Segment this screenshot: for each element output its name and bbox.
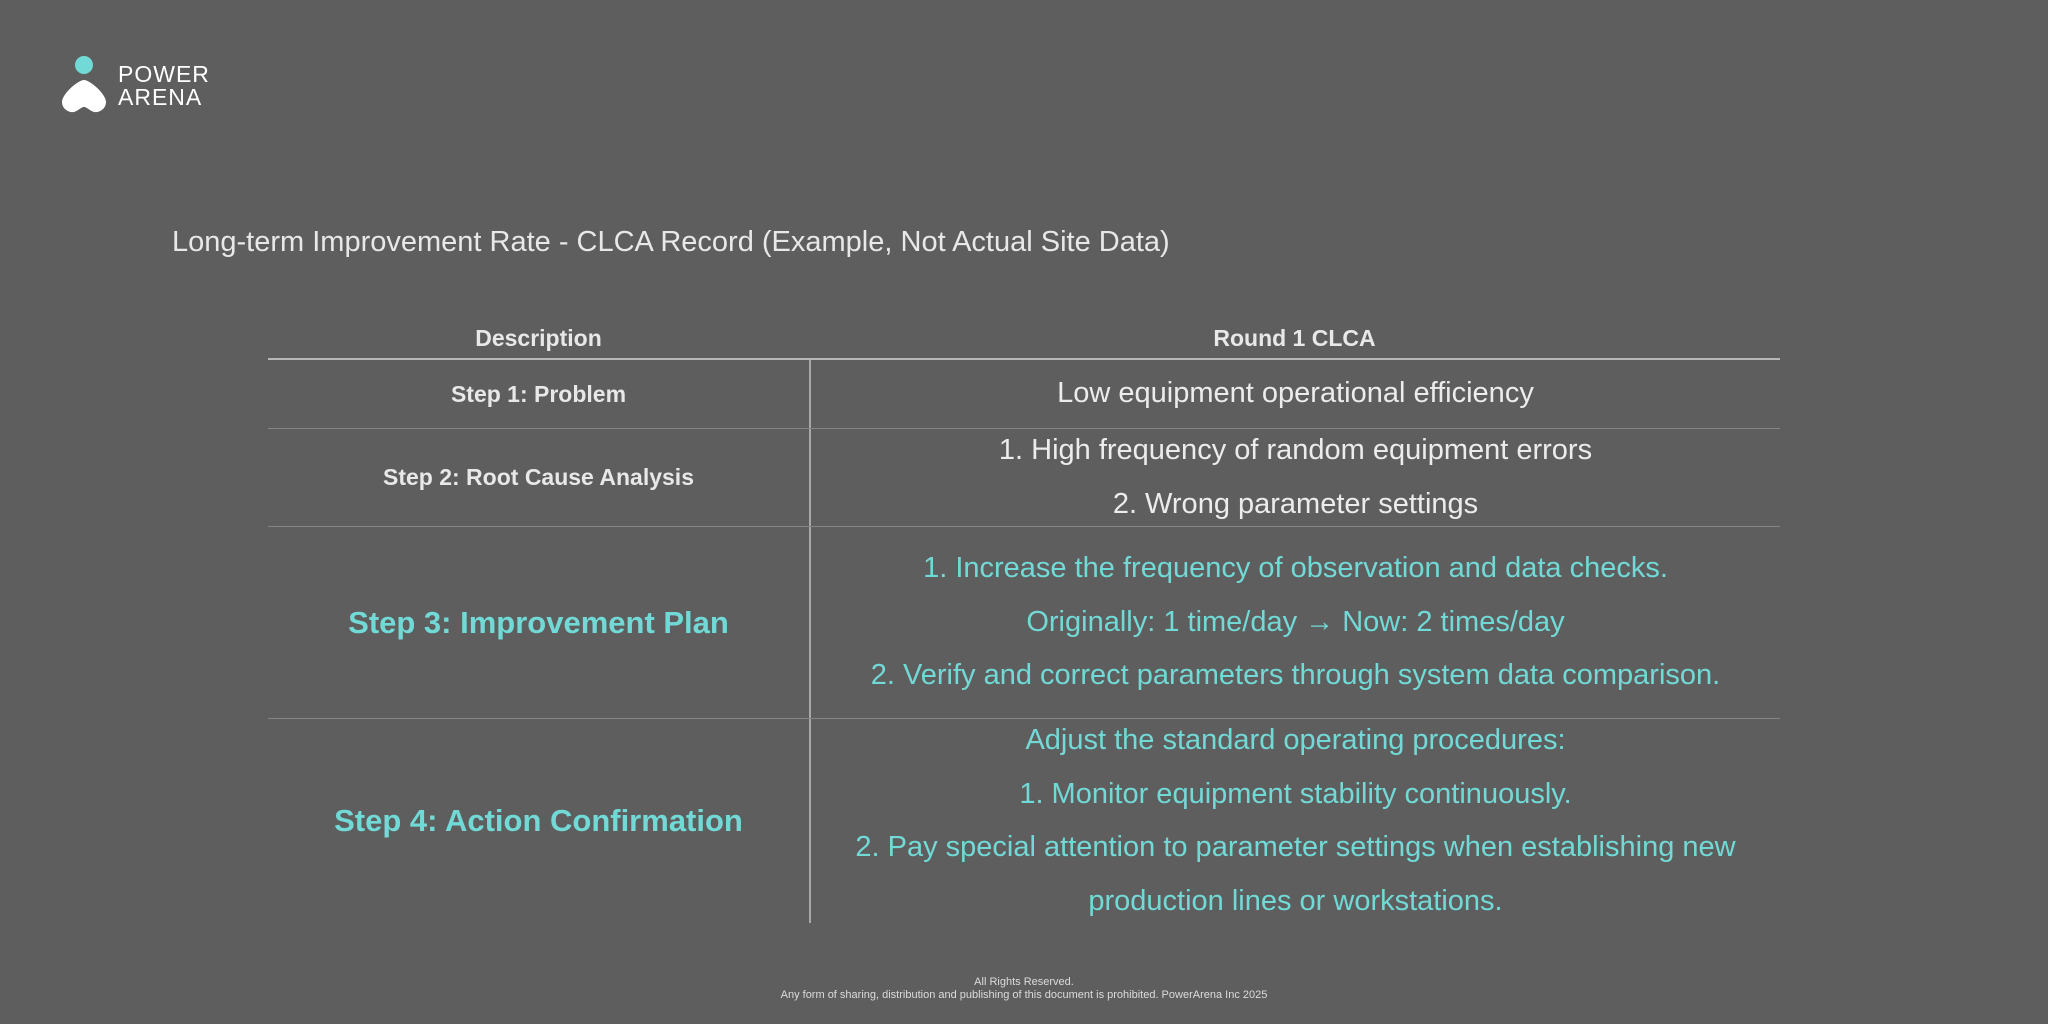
brand-line-2: ARENA (118, 84, 203, 110)
footer-disclaimer: Any form of sharing, distribution and pu… (780, 989, 1268, 1001)
step-label: Step 4: Action Confirmation (268, 719, 811, 923)
table-row-step-1: Step 1: Problem Low equipment operationa… (268, 360, 1780, 429)
table-header: Description Round 1 CLCA (268, 318, 1780, 360)
content-line: 1. Monitor equipment stability continuou… (1019, 777, 1572, 810)
content-line: 1. Increase the frequency of observation… (923, 552, 1668, 585)
step-content: Low equipment operational efficiency (811, 360, 1780, 428)
content-line: 2. Pay special attention to parameter se… (855, 831, 1736, 863)
power-arena-logo-icon (62, 56, 106, 113)
header-round-1: Round 1 CLCA (1213, 325, 1376, 351)
brand-wordmark: POWER ARENA (118, 63, 210, 109)
content-line: Adjust the standard operating procedures… (1025, 724, 1566, 756)
step-label: Step 2: Root Cause Analysis (268, 429, 811, 526)
content-line: 2. Verify and correct parameters through… (870, 659, 1721, 692)
footer: All Rights Reserved. Any form of sharing… (0, 976, 2048, 1002)
content-line: Low equipment operational efficiency (1057, 377, 1534, 410)
brand-logo: POWER ARENA (60, 56, 210, 116)
footer-rights: All Rights Reserved. (974, 976, 1074, 988)
clca-table: Description Round 1 CLCA Step 1: Problem… (268, 318, 1780, 923)
step-content: Adjust the standard operating procedures… (811, 719, 1780, 923)
table-row-step-4: Step 4: Action Confirmation Adjust the s… (268, 719, 1780, 923)
step-label: Step 1: Problem (268, 360, 811, 428)
header-description: Description (475, 325, 602, 351)
content-line: Originally: 1 time/day → Now: 2 times/da… (1026, 605, 1565, 638)
content-line: 2. Wrong parameter settings (1112, 487, 1479, 520)
table-row-step-2: Step 2: Root Cause Analysis 1. High freq… (268, 429, 1780, 527)
step-content: 1. High frequency of random equipment er… (811, 429, 1780, 526)
content-line: production lines or workstations. (1088, 884, 1503, 917)
slide-title: Long-term Improvement Rate - CLCA Record… (172, 226, 1170, 258)
brand-line-1: POWER (118, 61, 210, 87)
step-content: 1. Increase the frequency of observation… (811, 527, 1780, 718)
table-row-step-3: Step 3: Improvement Plan 1. Increase the… (268, 527, 1780, 719)
step-label: Step 3: Improvement Plan (268, 527, 811, 718)
content-line: 1. High frequency of random equipment er… (998, 434, 1593, 466)
